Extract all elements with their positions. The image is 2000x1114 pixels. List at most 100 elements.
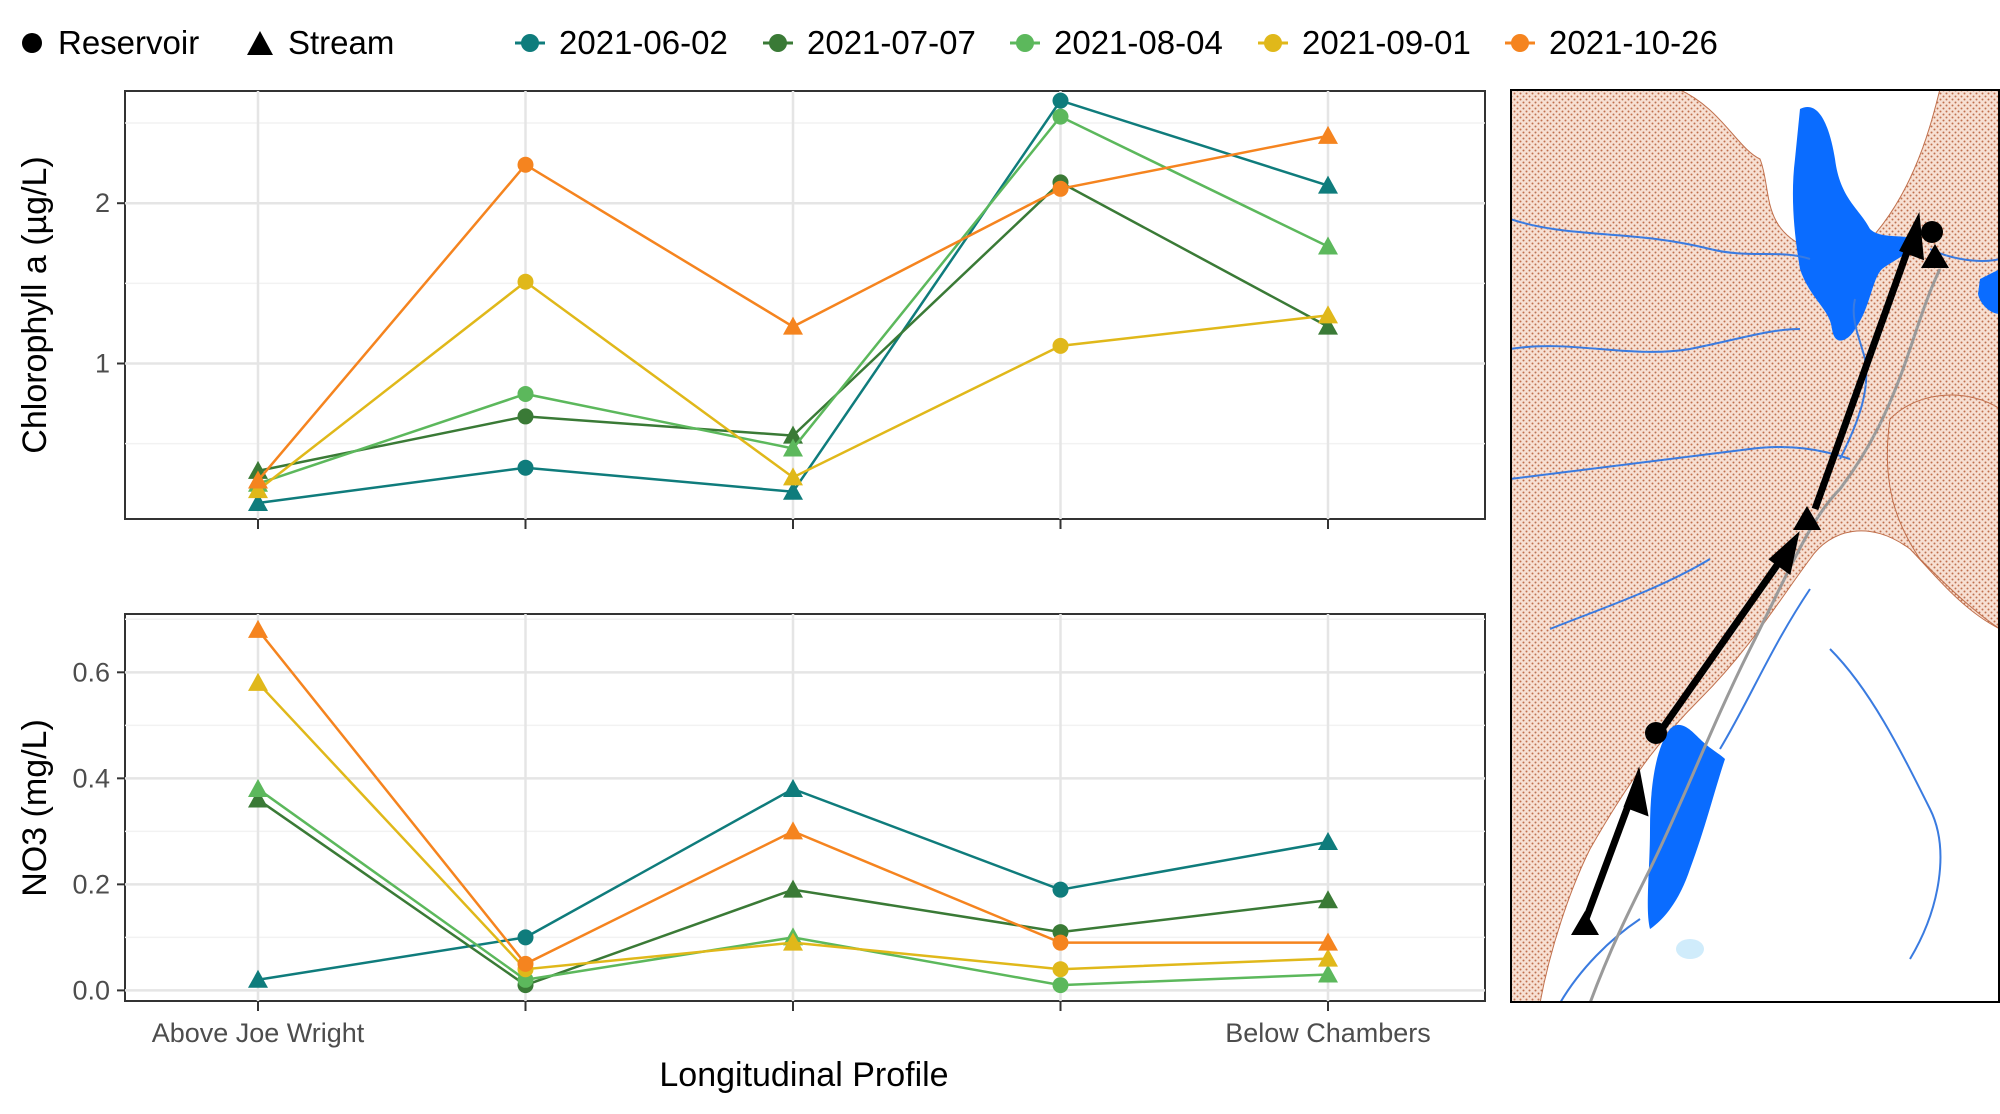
chlorophyll-point-5-5 [1318,125,1338,144]
chlorophyll-point-2-5 [1318,316,1338,335]
chlorophyll-point-1-1 [248,492,268,511]
chlorophyll-point-1-5 [1318,175,1338,194]
pond [1676,939,1704,959]
legend-item-date-4: 2021-09-01 [1258,18,1471,68]
legend-item-date-2: 2021-07-07 [763,18,976,68]
no3-point-1-2 [517,929,534,946]
site-circle-icon [1645,722,1667,744]
chlorophyll-y-tick-label: 1 [95,349,110,379]
no3-y-tick-label: 0.4 [72,763,110,793]
no3-point-5-2 [517,955,534,972]
no3-point-4-5 [1318,948,1338,967]
no3-series [248,619,1338,994]
chlorophyll-point-3-3 [783,438,803,457]
no3-y-tick-label: 0.2 [72,869,110,899]
legend-label-date-2: 2021-07-07 [807,24,976,61]
chlorophyll-point-4-1 [248,480,268,499]
map-frame [1510,89,2000,1003]
no3-point-4-4 [1052,961,1069,978]
legend-item-reservoir: Reservoir [20,18,199,68]
triangle-icon [247,31,273,55]
no3-plot-frame [124,613,1486,1002]
x-tick-label: Below Chambers [1225,1018,1431,1048]
no3-y-tick-label: 0.0 [72,975,110,1005]
no3-y-axis-title: NO3 (mg/L) [16,719,54,897]
chlorophyll-point-3-2 [517,385,534,402]
chlorophyll-point-1-3 [783,481,803,500]
no3-point-1-3 [783,778,803,797]
no3-point-3-1 [248,778,268,797]
chlorophyll-point-5-1 [248,470,268,489]
chlorophyll-series [248,92,1338,511]
no3-point-5-5 [1318,932,1338,951]
no3-y-tick-label: 0.6 [72,657,110,687]
charts-area: 12 Chlorophyll a (µg/L) 0.00.20.40.6Abov… [16,90,1486,1094]
chlorophyll-axis: 12 [95,188,1329,529]
no3-point-3-5 [1318,964,1338,983]
chlorophyll-plot-frame [124,90,1486,520]
site-map [1510,89,2000,1003]
forest-area [1510,89,2000,1003]
no3-point-4-3 [783,932,803,951]
streams [1510,218,2000,1003]
chlorophyll-point-4-5 [1318,305,1338,324]
legend-item-stream: Stream [246,18,394,68]
chlorophyll-point-5-3 [783,316,803,335]
site-circle-icon [1921,221,1943,243]
chlorophyll-point-4-4 [1052,337,1069,354]
no3-point-5-1 [248,619,268,638]
flow-arrows [1582,211,1925,921]
lake-joe-wright [1792,107,1916,341]
legend-item-date-5: 2021-10-26 [1505,18,1718,68]
site-triangle-icon [1921,244,1949,268]
lake-chambers [1647,724,1725,929]
no3-point-2-3 [783,879,803,898]
no3-panel: 0.0 0.2 0.4 0.6 Above Joe Wright Below Chambe… [16,613,1486,1094]
chlorophyll-point-4-3 [783,467,803,486]
legend-swatch-date-4 [1258,34,1288,52]
legend-swatch-date-5 [1505,34,1535,52]
no3-axis: 0.0 0.2 0.4 0.6 Above Joe Wright Below Chambe… [72,657,1430,1048]
chlorophyll-point-3-5 [1318,236,1338,255]
legend-label-date-1: 2021-06-02 [559,24,728,61]
legend-label-date-4: 2021-09-01 [1302,24,1471,61]
legend-swatch-date-1 [515,34,545,52]
chlorophyll-y-tick-label: 2 [95,188,110,218]
legend-label-date-3: 2021-08-04 [1054,24,1223,61]
site-triangle-icon [1571,911,1599,935]
no3-point-1-1 [248,969,268,988]
road [1588,268,1942,1003]
chlorophyll-point-5-2 [517,156,534,173]
chlorophyll-point-4-2 [517,273,534,290]
no3-point-5-4 [1052,934,1069,951]
no3-point-5-3 [783,821,803,840]
chlorophyll-point-1-4 [1052,92,1069,109]
chlorophyll-point-2-2 [517,408,534,425]
legend-swatch-date-3 [1010,34,1040,52]
no3-point-3-4 [1052,977,1069,994]
no3-point-2-1 [248,789,268,808]
chlorophyll-point-1-2 [517,459,534,476]
legend-label-stream: Stream [288,24,395,61]
x-axis-title: Longitudinal Profile [659,1056,948,1094]
no3-point-1-4 [1052,881,1069,898]
no3-point-1-5 [1318,831,1338,850]
circle-icon [22,33,42,53]
forest-east [1886,394,2000,630]
site-triangle-icon [1793,506,1821,530]
legend: Reservoir Stream 2021-06-02 2021-07-07 2… [20,18,1770,68]
chlorophyll-panel: 12 Chlorophyll a (µg/L) [16,90,1486,529]
legend-swatch-date-2 [763,34,793,52]
chlorophyll-y-axis-title: Chlorophyll a (µg/L) [16,156,54,453]
legend-item-date-3: 2021-08-04 [1010,18,1223,68]
chlorophyll-point-2-3 [783,425,803,444]
legend-item-date-1: 2021-06-02 [515,18,728,68]
site-markers [1571,221,1949,935]
no3-point-4-1 [248,672,268,691]
chlorophyll-point-3-4 [1052,108,1069,125]
legend-label-date-5: 2021-10-26 [1549,24,1718,61]
no3-point-2-5 [1318,890,1338,909]
chlorophyll-point-5-4 [1052,180,1069,197]
legend-label-reservoir: Reservoir [58,24,200,61]
x-tick-label: Above Joe Wright [152,1018,365,1048]
